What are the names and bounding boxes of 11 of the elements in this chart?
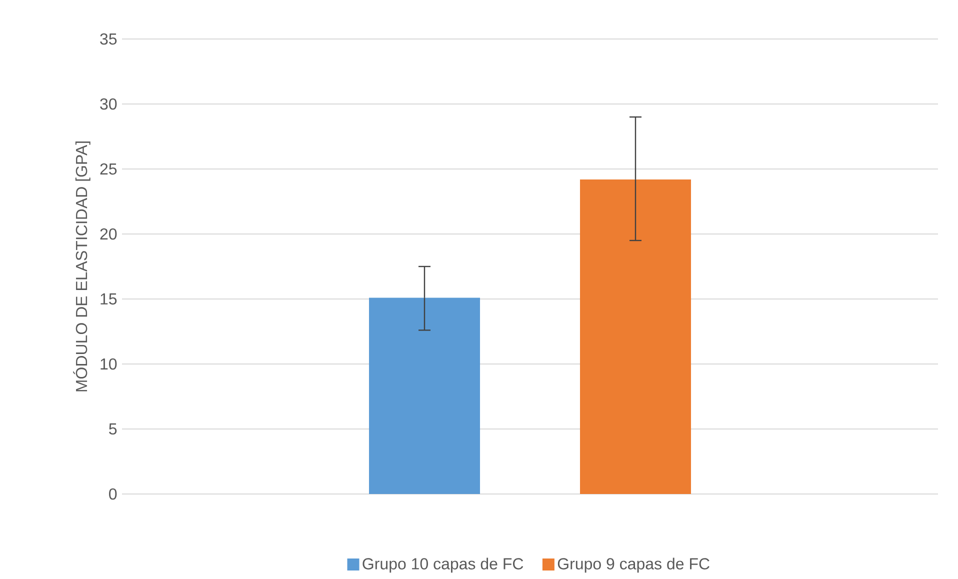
y-tick-label: 0 (109, 488, 117, 500)
legend-label: Grupo 10 capas de FC (362, 558, 524, 573)
y-tick-label: 35 (100, 33, 117, 45)
y-tick-label: 15 (100, 293, 117, 305)
y-axis-title: MÓDULO DE ELASTICIDAD [GPA] (73, 142, 90, 392)
y-tick-label: 5 (109, 423, 117, 435)
y-tick-label: 25 (100, 163, 117, 175)
y-tick-label: 20 (100, 228, 117, 240)
y-tick-label: 30 (100, 98, 117, 110)
legend-label: Grupo 9 capas de FC (558, 558, 710, 573)
y-tick-label: 10 (100, 358, 117, 370)
